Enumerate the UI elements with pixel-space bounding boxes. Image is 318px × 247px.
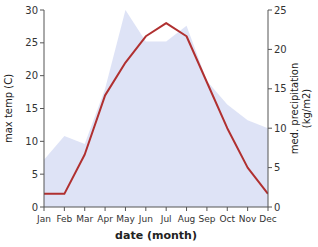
y-tick-label: 25 xyxy=(25,37,38,48)
x-tick xyxy=(64,207,65,211)
x-tick xyxy=(84,207,85,211)
y-tick xyxy=(40,174,44,175)
x-axis-line xyxy=(44,207,268,208)
x-tick-label: Feb xyxy=(56,214,72,224)
y2-tick xyxy=(268,207,272,208)
x-axis-label: date (month) xyxy=(115,229,197,242)
precipitation-area xyxy=(44,10,268,207)
y2-tick-label: 0 xyxy=(274,202,280,213)
x-tick-label: Sep xyxy=(198,214,215,224)
x-tick-label: Mar xyxy=(76,214,93,224)
x-tick xyxy=(166,207,167,211)
x-tick-label: Jan xyxy=(36,214,51,224)
y2-tick-label: 25 xyxy=(274,5,287,16)
x-tick xyxy=(227,207,228,211)
y2-tick xyxy=(268,128,272,129)
y2-axis-line xyxy=(268,10,269,207)
y-tick xyxy=(40,75,44,76)
y2-tick xyxy=(268,49,272,50)
x-tick xyxy=(247,207,248,211)
x-tick xyxy=(268,207,269,211)
x-tick-label: Jul xyxy=(160,214,172,224)
y2-tick xyxy=(268,88,272,89)
x-tick xyxy=(186,207,187,211)
x-tick-label: Jun xyxy=(138,214,153,224)
x-tick-label: Nov xyxy=(239,214,257,224)
y-axis-label: max temp (C) xyxy=(3,74,14,143)
x-tick xyxy=(105,207,106,211)
y-tick xyxy=(40,108,44,109)
plot-area xyxy=(44,10,268,207)
x-tick-label: Aug xyxy=(178,214,196,224)
y2-tick-label: 15 xyxy=(274,83,287,94)
chart: JanFebMarAprMayJunJulAugSepOctNovDec0510… xyxy=(0,0,318,247)
y2-tick-label: 10 xyxy=(274,123,287,134)
y2-tick-label: 5 xyxy=(274,162,280,173)
x-tick xyxy=(44,207,45,211)
temperature-line xyxy=(44,23,268,194)
y-tick-label: 0 xyxy=(32,202,38,213)
x-tick xyxy=(125,207,126,211)
y-tick-label: 5 xyxy=(32,169,38,180)
y2-axis-label-line: (kg/m2) xyxy=(301,89,312,129)
y-tick xyxy=(40,42,44,43)
y-tick xyxy=(40,141,44,142)
y2-axis-label-line: med. precipitation xyxy=(289,63,300,155)
x-tick xyxy=(145,207,146,211)
y-tick-label: 30 xyxy=(25,5,38,16)
x-tick-label: Oct xyxy=(219,214,235,224)
y-tick xyxy=(40,207,44,208)
y2-axis-label: med. precipitation(kg/m2) xyxy=(289,63,312,155)
y2-tick xyxy=(268,10,272,11)
x-tick-label: May xyxy=(116,214,135,224)
x-tick-label: Dec xyxy=(259,214,276,224)
y2-tick xyxy=(268,167,272,168)
y-tick-label: 20 xyxy=(25,70,38,81)
y-tick-label: 10 xyxy=(25,136,38,147)
y2-tick-label: 20 xyxy=(274,44,287,55)
x-tick-label: Apr xyxy=(97,214,113,224)
x-tick xyxy=(206,207,207,211)
y-tick-label: 15 xyxy=(25,103,38,114)
y-tick xyxy=(40,10,44,11)
